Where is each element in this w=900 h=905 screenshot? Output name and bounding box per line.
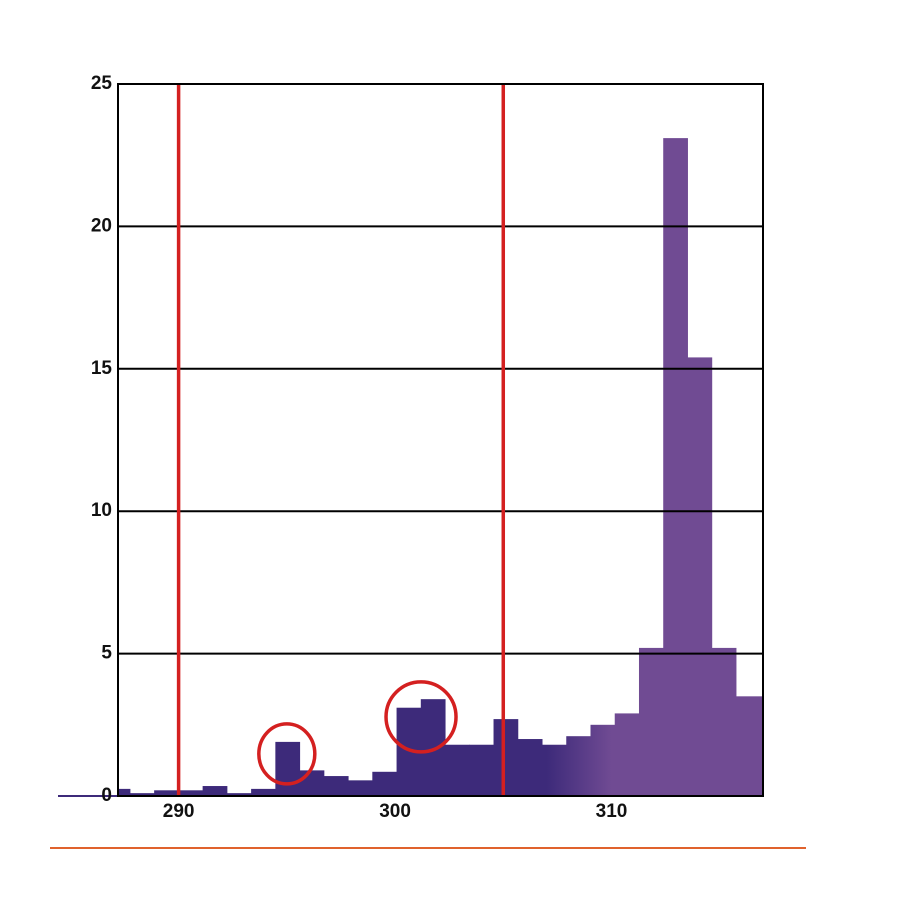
- bar: [420, 699, 446, 796]
- bar: [275, 741, 301, 796]
- bar: [299, 770, 325, 796]
- bar: [735, 696, 763, 796]
- bar: [687, 357, 713, 796]
- highlight-circle: [257, 722, 317, 786]
- bar: [711, 647, 737, 796]
- bar: [226, 793, 252, 796]
- bar: [566, 736, 591, 796]
- bar: [517, 739, 543, 796]
- bar: [154, 790, 179, 796]
- bar: [445, 744, 470, 796]
- bar: [323, 776, 349, 796]
- x-tick-label: 300: [379, 801, 411, 822]
- plot-area: [118, 138, 763, 796]
- y-tick-label: 20: [91, 215, 112, 236]
- bar: [542, 744, 567, 796]
- highlight-circle: [384, 680, 458, 754]
- bar: [469, 744, 495, 796]
- bar: [372, 771, 398, 796]
- bar: [638, 647, 664, 796]
- y-tick-label: 25: [91, 73, 113, 94]
- overlay: 0 5 10 15 20 25 290 300 310: [91, 73, 764, 822]
- bar: [251, 788, 276, 796]
- bar: [118, 788, 131, 796]
- bar: [614, 713, 640, 796]
- bar: [590, 724, 616, 796]
- bar: [493, 719, 519, 796]
- plot-frame: [117, 83, 764, 797]
- y-tick-label: 10: [91, 500, 112, 521]
- y-tick-label: 5: [101, 643, 112, 664]
- y-tick-label: 0: [101, 785, 112, 806]
- x-tick-label: 310: [596, 801, 628, 822]
- bar: [202, 786, 228, 796]
- x-tick-label: 290: [163, 801, 195, 822]
- bar: [129, 793, 155, 796]
- bar: [663, 138, 688, 796]
- y-tick-label: 15: [91, 358, 113, 379]
- bar: [348, 780, 373, 796]
- bar: [178, 790, 204, 796]
